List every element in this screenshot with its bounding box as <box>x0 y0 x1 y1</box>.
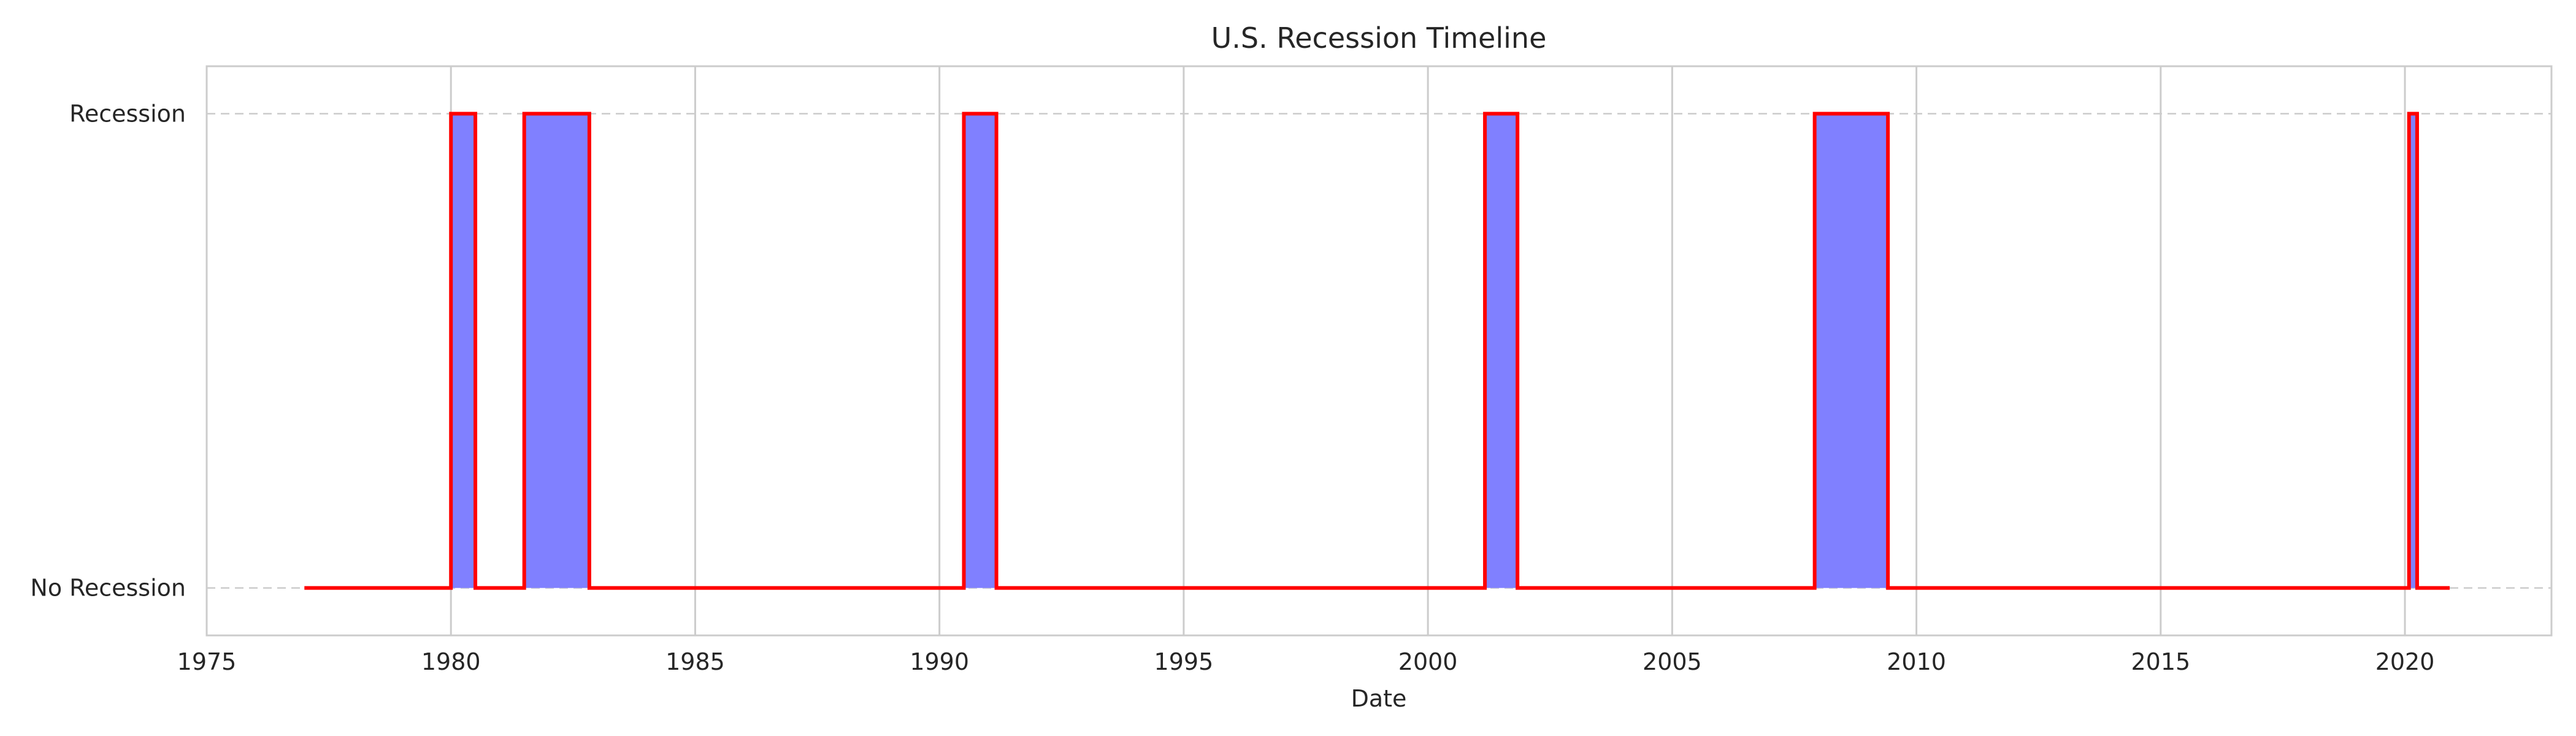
chart-title: U.S. Recession Timeline <box>1211 21 1547 55</box>
x-tick-label: 2005 <box>1643 648 1702 675</box>
x-axis-ticks: 1975 1980 1985 1990 1995 2000 2005 2010 2015 2020 <box>177 648 2435 675</box>
recession-area <box>524 113 589 588</box>
x-tick-label: 1990 <box>910 648 969 675</box>
x-tick-label: 2015 <box>2131 648 2190 675</box>
x-tick-label: 1975 <box>177 648 237 675</box>
recession-area <box>964 113 997 588</box>
x-tick-label: 2000 <box>1398 648 1458 675</box>
x-tick-label: 2010 <box>1887 648 1946 675</box>
y-tick-label: No Recession <box>30 575 186 602</box>
recession-area <box>451 113 476 588</box>
x-tick-label: 1980 <box>421 648 481 675</box>
recession-area <box>1485 113 1518 588</box>
plot-area-frame <box>205 65 2553 637</box>
x-tick-label: 2020 <box>2375 648 2435 675</box>
recession-area <box>1814 113 1888 588</box>
x-axis-label: Date <box>1351 685 1407 712</box>
recession-area <box>2409 113 2417 588</box>
x-tick-label: 1995 <box>1154 648 1214 675</box>
y-tick-label: Recession <box>69 100 186 127</box>
recession-indicator-line <box>304 112 2450 590</box>
series-layer <box>304 112 2450 590</box>
x-tick-label: 1985 <box>665 648 725 675</box>
y-axis-ticks: Recession No Recession <box>30 100 186 601</box>
